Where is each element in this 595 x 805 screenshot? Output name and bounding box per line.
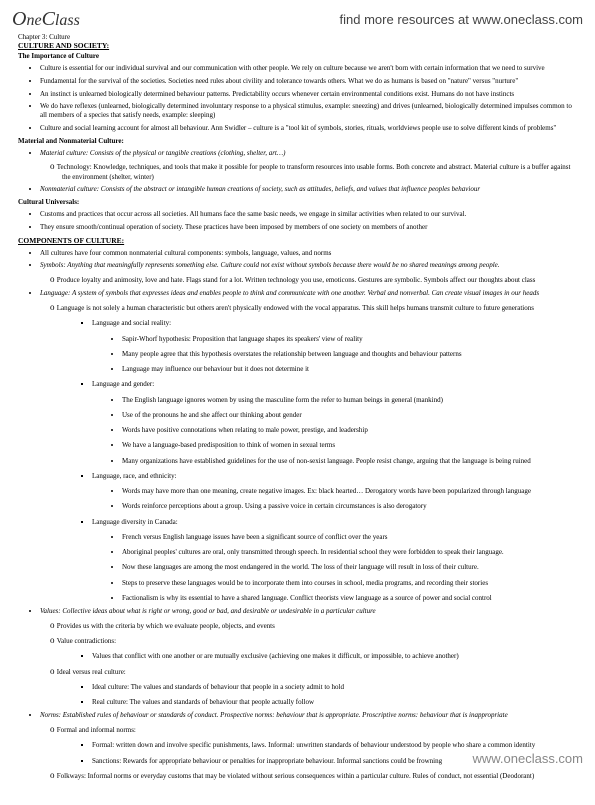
list-item: Language diversity in Canada: French ver… <box>92 516 577 604</box>
list-item: Formal: written down and involve specifi… <box>92 739 577 750</box>
list-item: Nonmaterial culture: Consists of the abs… <box>40 185 577 194</box>
list-item: Sapir-Whorf hypothesis: Proposition that… <box>122 333 577 344</box>
list-item: Now these languages are among the most e… <box>122 561 577 572</box>
section-heading: CULTURE AND SOCIETY: <box>18 41 577 50</box>
list-item: Language: A system of symbols that expre… <box>40 289 577 603</box>
list-item: Language and gender: The English languag… <box>92 378 577 466</box>
list-item: We have a language-based predisposition … <box>122 439 577 450</box>
list-item: Language is not solely a human character… <box>62 302 577 603</box>
list-item: Language, race, and ethnicity: Words may… <box>92 470 577 512</box>
list-item: Words may have more than one meaning, cr… <box>122 485 577 496</box>
list-item: Provides us with the criteria by which w… <box>62 620 577 631</box>
chapter-title: Chapter 3: Culture <box>18 33 577 41</box>
importance-list: Culture is essential for our individual … <box>18 64 577 133</box>
list-item: French versus English language issues ha… <box>122 531 577 542</box>
universals-list: Customs and practices that occur across … <box>18 210 577 232</box>
list-item: Words reinforce perceptions about a grou… <box>122 500 577 511</box>
subheading: Cultural Universals: <box>18 198 577 206</box>
list-item: Ideal culture: The values and standards … <box>92 681 577 692</box>
list-item: Produce loyalty and animosity, love and … <box>62 274 577 285</box>
list-item: Factionalism is why its essential to hav… <box>122 592 577 603</box>
list-item: Customs and practices that occur across … <box>40 210 577 219</box>
material-list: Material culture: Consists of the physic… <box>18 149 577 195</box>
list-item: Norms: Established rules of behaviour or… <box>40 711 577 781</box>
components-list: All cultures have four common nonmateria… <box>18 249 577 782</box>
list-item: Culture and social learning account for … <box>40 124 577 133</box>
list-item: Many people agree that this hypothesis o… <box>122 348 577 359</box>
list-item: Values that conflict with one another or… <box>92 650 577 661</box>
list-item: Language may influence our behaviour but… <box>122 363 577 374</box>
list-item: An instinct is unlearned biologically de… <box>40 90 577 99</box>
list-item: Use of the pronouns he and she affect ou… <box>122 409 577 420</box>
list-item: The English language ignores women by us… <box>122 394 577 405</box>
section-heading: COMPONENTS OF CULTURE: <box>18 236 577 245</box>
list-item: They ensure smooth/continual operation o… <box>40 223 577 232</box>
subheading: The Importance of Culture <box>18 52 577 60</box>
list-item: Folkways: Informal norms or everyday cus… <box>62 770 577 781</box>
list-item: Technology: Knowledge, techniques, and t… <box>62 161 577 181</box>
header: OneClass find more resources at www.onec… <box>0 0 595 33</box>
list-item: Values: Collective ideas about what is r… <box>40 607 577 707</box>
tagline: find more resources at www.oneclass.com <box>340 12 583 27</box>
list-item: Fundamental for the survival of the soci… <box>40 77 577 86</box>
list-item: Ideal versus real culture: Ideal culture… <box>62 666 577 708</box>
list-item: Value contradictions: Values that confli… <box>62 635 577 662</box>
list-item: Real culture: The values and standards o… <box>92 696 577 707</box>
list-item: Language and social reality: Sapir-Whorf… <box>92 317 577 374</box>
list-item: All cultures have four common nonmateria… <box>40 249 577 258</box>
list-item: Material culture: Consists of the physic… <box>40 149 577 182</box>
list-item: Many organizations have established guid… <box>122 455 577 466</box>
document-body: Chapter 3: Culture CULTURE AND SOCIETY: … <box>0 33 595 805</box>
list-item: Culture is essential for our individual … <box>40 64 577 73</box>
logo: OneClass <box>12 8 80 31</box>
list-item: We do have reflexes (unlearned, biologic… <box>40 102 577 120</box>
list-item: Aboriginal peoples' cultures are oral, o… <box>122 546 577 557</box>
list-item: Steps to preserve these languages would … <box>122 577 577 588</box>
footer-watermark: www.oneclass.com <box>472 751 583 766</box>
list-item: Symbols: Anything that meaningfully repr… <box>40 261 577 285</box>
list-item: Words have positive connotations when re… <box>122 424 577 435</box>
subheading: Material and Nonmaterial Culture: <box>18 137 577 145</box>
